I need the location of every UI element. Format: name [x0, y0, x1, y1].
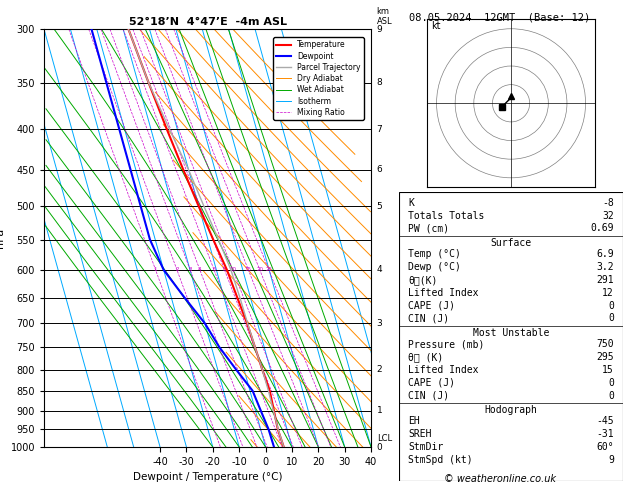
Text: 0: 0 [377, 443, 382, 451]
Text: 0: 0 [608, 391, 614, 400]
Text: CIN (J): CIN (J) [408, 391, 450, 400]
Text: 4: 4 [377, 265, 382, 274]
Text: 9: 9 [608, 455, 614, 465]
Text: 8: 8 [377, 78, 382, 87]
Y-axis label: hPa: hPa [0, 228, 5, 248]
Text: -45: -45 [596, 416, 614, 426]
Text: θᴇ (K): θᴇ (K) [408, 352, 443, 362]
Text: 1: 1 [154, 267, 157, 272]
Text: 295: 295 [596, 352, 614, 362]
Text: 25: 25 [265, 267, 272, 272]
Text: 6.9: 6.9 [596, 249, 614, 259]
Text: 1: 1 [377, 406, 382, 415]
Text: CAPE (J): CAPE (J) [408, 378, 455, 388]
Text: kt: kt [431, 21, 440, 31]
Text: 0.69: 0.69 [590, 224, 614, 233]
Text: 6: 6 [377, 165, 382, 174]
Text: 7: 7 [377, 124, 382, 134]
Text: 2: 2 [175, 267, 179, 272]
Text: θᴇ(K): θᴇ(K) [408, 275, 438, 285]
Text: Surface: Surface [491, 238, 532, 247]
Text: Hodograph: Hodograph [484, 405, 538, 415]
Text: -31: -31 [596, 429, 614, 439]
Text: 0: 0 [608, 313, 614, 323]
Text: PW (cm): PW (cm) [408, 224, 450, 233]
Text: 20: 20 [256, 267, 263, 272]
Text: 08.05.2024  12GMT  (Base: 12): 08.05.2024 12GMT (Base: 12) [409, 12, 591, 22]
Text: Mixing Ratio (g/kg): Mixing Ratio (g/kg) [406, 198, 415, 278]
Text: CIN (J): CIN (J) [408, 313, 450, 323]
Text: StmDir: StmDir [408, 442, 443, 452]
Text: 9: 9 [377, 25, 382, 34]
Text: Lifted Index: Lifted Index [408, 365, 479, 375]
Text: SREH: SREH [408, 429, 432, 439]
Text: 0: 0 [608, 300, 614, 311]
Text: 291: 291 [596, 275, 614, 285]
Text: 60°: 60° [596, 442, 614, 452]
Text: 2: 2 [377, 365, 382, 374]
Text: © weatheronline.co.uk: © weatheronline.co.uk [444, 473, 556, 484]
Text: 10: 10 [230, 267, 237, 272]
Text: -8: -8 [602, 198, 614, 208]
Text: StmSpd (kt): StmSpd (kt) [408, 455, 473, 465]
Text: 3: 3 [188, 267, 192, 272]
Text: 12: 12 [602, 288, 614, 298]
Text: 15: 15 [602, 365, 614, 375]
Text: 15: 15 [245, 267, 252, 272]
Text: Pressure (mb): Pressure (mb) [408, 339, 485, 349]
Text: 3: 3 [377, 319, 382, 328]
Text: Lifted Index: Lifted Index [408, 288, 479, 298]
X-axis label: Dewpoint / Temperature (°C): Dewpoint / Temperature (°C) [133, 472, 282, 483]
Text: Temp (°C): Temp (°C) [408, 249, 461, 259]
Text: LCL: LCL [377, 434, 392, 443]
Text: 3.2: 3.2 [596, 262, 614, 272]
Legend: Temperature, Dewpoint, Parcel Trajectory, Dry Adiabat, Wet Adiabat, Isotherm, Mi: Temperature, Dewpoint, Parcel Trajectory… [273, 37, 364, 120]
Text: Totals Totals: Totals Totals [408, 210, 485, 221]
Text: Most Unstable: Most Unstable [473, 328, 549, 338]
Text: km
ASL: km ASL [377, 7, 392, 26]
Text: 6: 6 [212, 267, 216, 272]
Text: 5: 5 [377, 202, 382, 211]
Text: K: K [408, 198, 415, 208]
Text: 4: 4 [198, 267, 201, 272]
Title: 52°18’N  4°47’E  -4m ASL: 52°18’N 4°47’E -4m ASL [128, 17, 287, 27]
Text: 750: 750 [596, 339, 614, 349]
Text: EH: EH [408, 416, 420, 426]
Text: 32: 32 [602, 210, 614, 221]
Text: CAPE (J): CAPE (J) [408, 300, 455, 311]
Text: 0: 0 [608, 378, 614, 388]
Text: 8: 8 [223, 267, 226, 272]
Text: Dewp (°C): Dewp (°C) [408, 262, 461, 272]
